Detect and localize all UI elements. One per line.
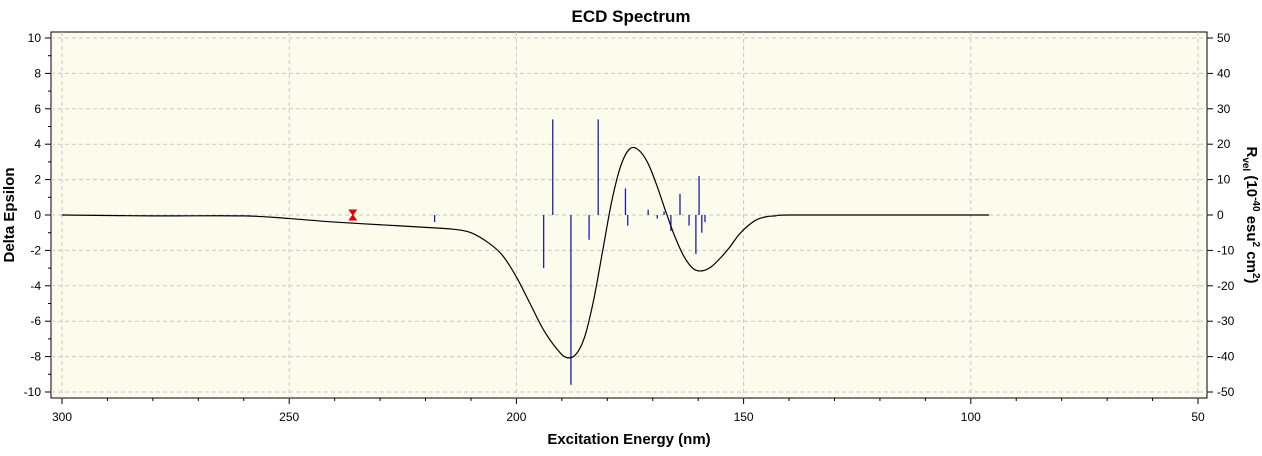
y2-title-mid: esu — [1243, 212, 1260, 242]
y2-tick-label: 40 — [1217, 66, 1231, 80]
curve-series — [61, 146, 989, 359]
stick-series — [433, 119, 706, 385]
y2-tick-label: 0 — [1217, 208, 1224, 222]
y2-axis-title: Rvel (10-40 esu2 cm2) — [1240, 146, 1261, 283]
y2-title-sup2: 2 — [1250, 242, 1261, 248]
y2-title-post: cm — [1243, 247, 1260, 273]
y-tick-label: 0 — [34, 208, 41, 222]
y2-tick-label: 50 — [1217, 31, 1231, 45]
marker-group[interactable] — [348, 209, 358, 221]
y-tick-label: 8 — [34, 66, 41, 80]
ecd-curve — [61, 146, 989, 359]
chart-title: ECD Spectrum — [571, 7, 690, 26]
y-tick-label: -10 — [24, 385, 42, 399]
y2-tick-label: -10 — [1217, 243, 1235, 257]
x-axis-title: Excitation Energy (nm) — [547, 431, 710, 448]
x-tick-label: 250 — [279, 410, 299, 424]
x-tick-label: 150 — [734, 410, 754, 424]
y-tick-label: -6 — [30, 314, 41, 328]
y2-tick-label: 10 — [1217, 173, 1231, 187]
y-tick-label: 6 — [34, 102, 41, 116]
y-tick-label: -8 — [30, 350, 41, 364]
y-tick-label: 2 — [34, 173, 41, 187]
y2-title-pre: (10 — [1243, 171, 1260, 197]
y-tick-label: -4 — [30, 279, 41, 293]
x-tick-label: 300 — [52, 410, 72, 424]
grid-group — [51, 32, 1207, 398]
y-axis-title: Delta Epsilon — [1, 167, 18, 262]
y2-tick-label: -30 — [1217, 314, 1235, 328]
y2-title-base: R — [1243, 146, 1260, 157]
y-tick-label: 4 — [34, 137, 41, 151]
cursor-marker[interactable] — [348, 209, 358, 221]
y-tick-label: 10 — [28, 31, 42, 45]
x-tick-label: 100 — [961, 410, 981, 424]
axis-group: 300 250 200 150 100 50-10-8-6-4-20246810-50-4… — [24, 31, 1235, 424]
y2-title-close: ) — [1243, 279, 1260, 284]
y2-tick-label: -50 — [1217, 385, 1235, 399]
y2-tick-label: -40 — [1217, 350, 1235, 364]
y2-title-sub: vel — [1240, 157, 1251, 171]
y2-tick-label: 20 — [1217, 137, 1231, 151]
y2-tick-label: -20 — [1217, 279, 1235, 293]
y2-tick-label: 30 — [1217, 102, 1231, 116]
y2-title-sup3: 2 — [1250, 273, 1261, 279]
x-tick-label: 200 — [506, 410, 526, 424]
x-tick-label: 50 — [1191, 410, 1205, 424]
y2-title-sup1: -40 — [1250, 197, 1261, 212]
y-tick-label: -2 — [30, 243, 41, 257]
